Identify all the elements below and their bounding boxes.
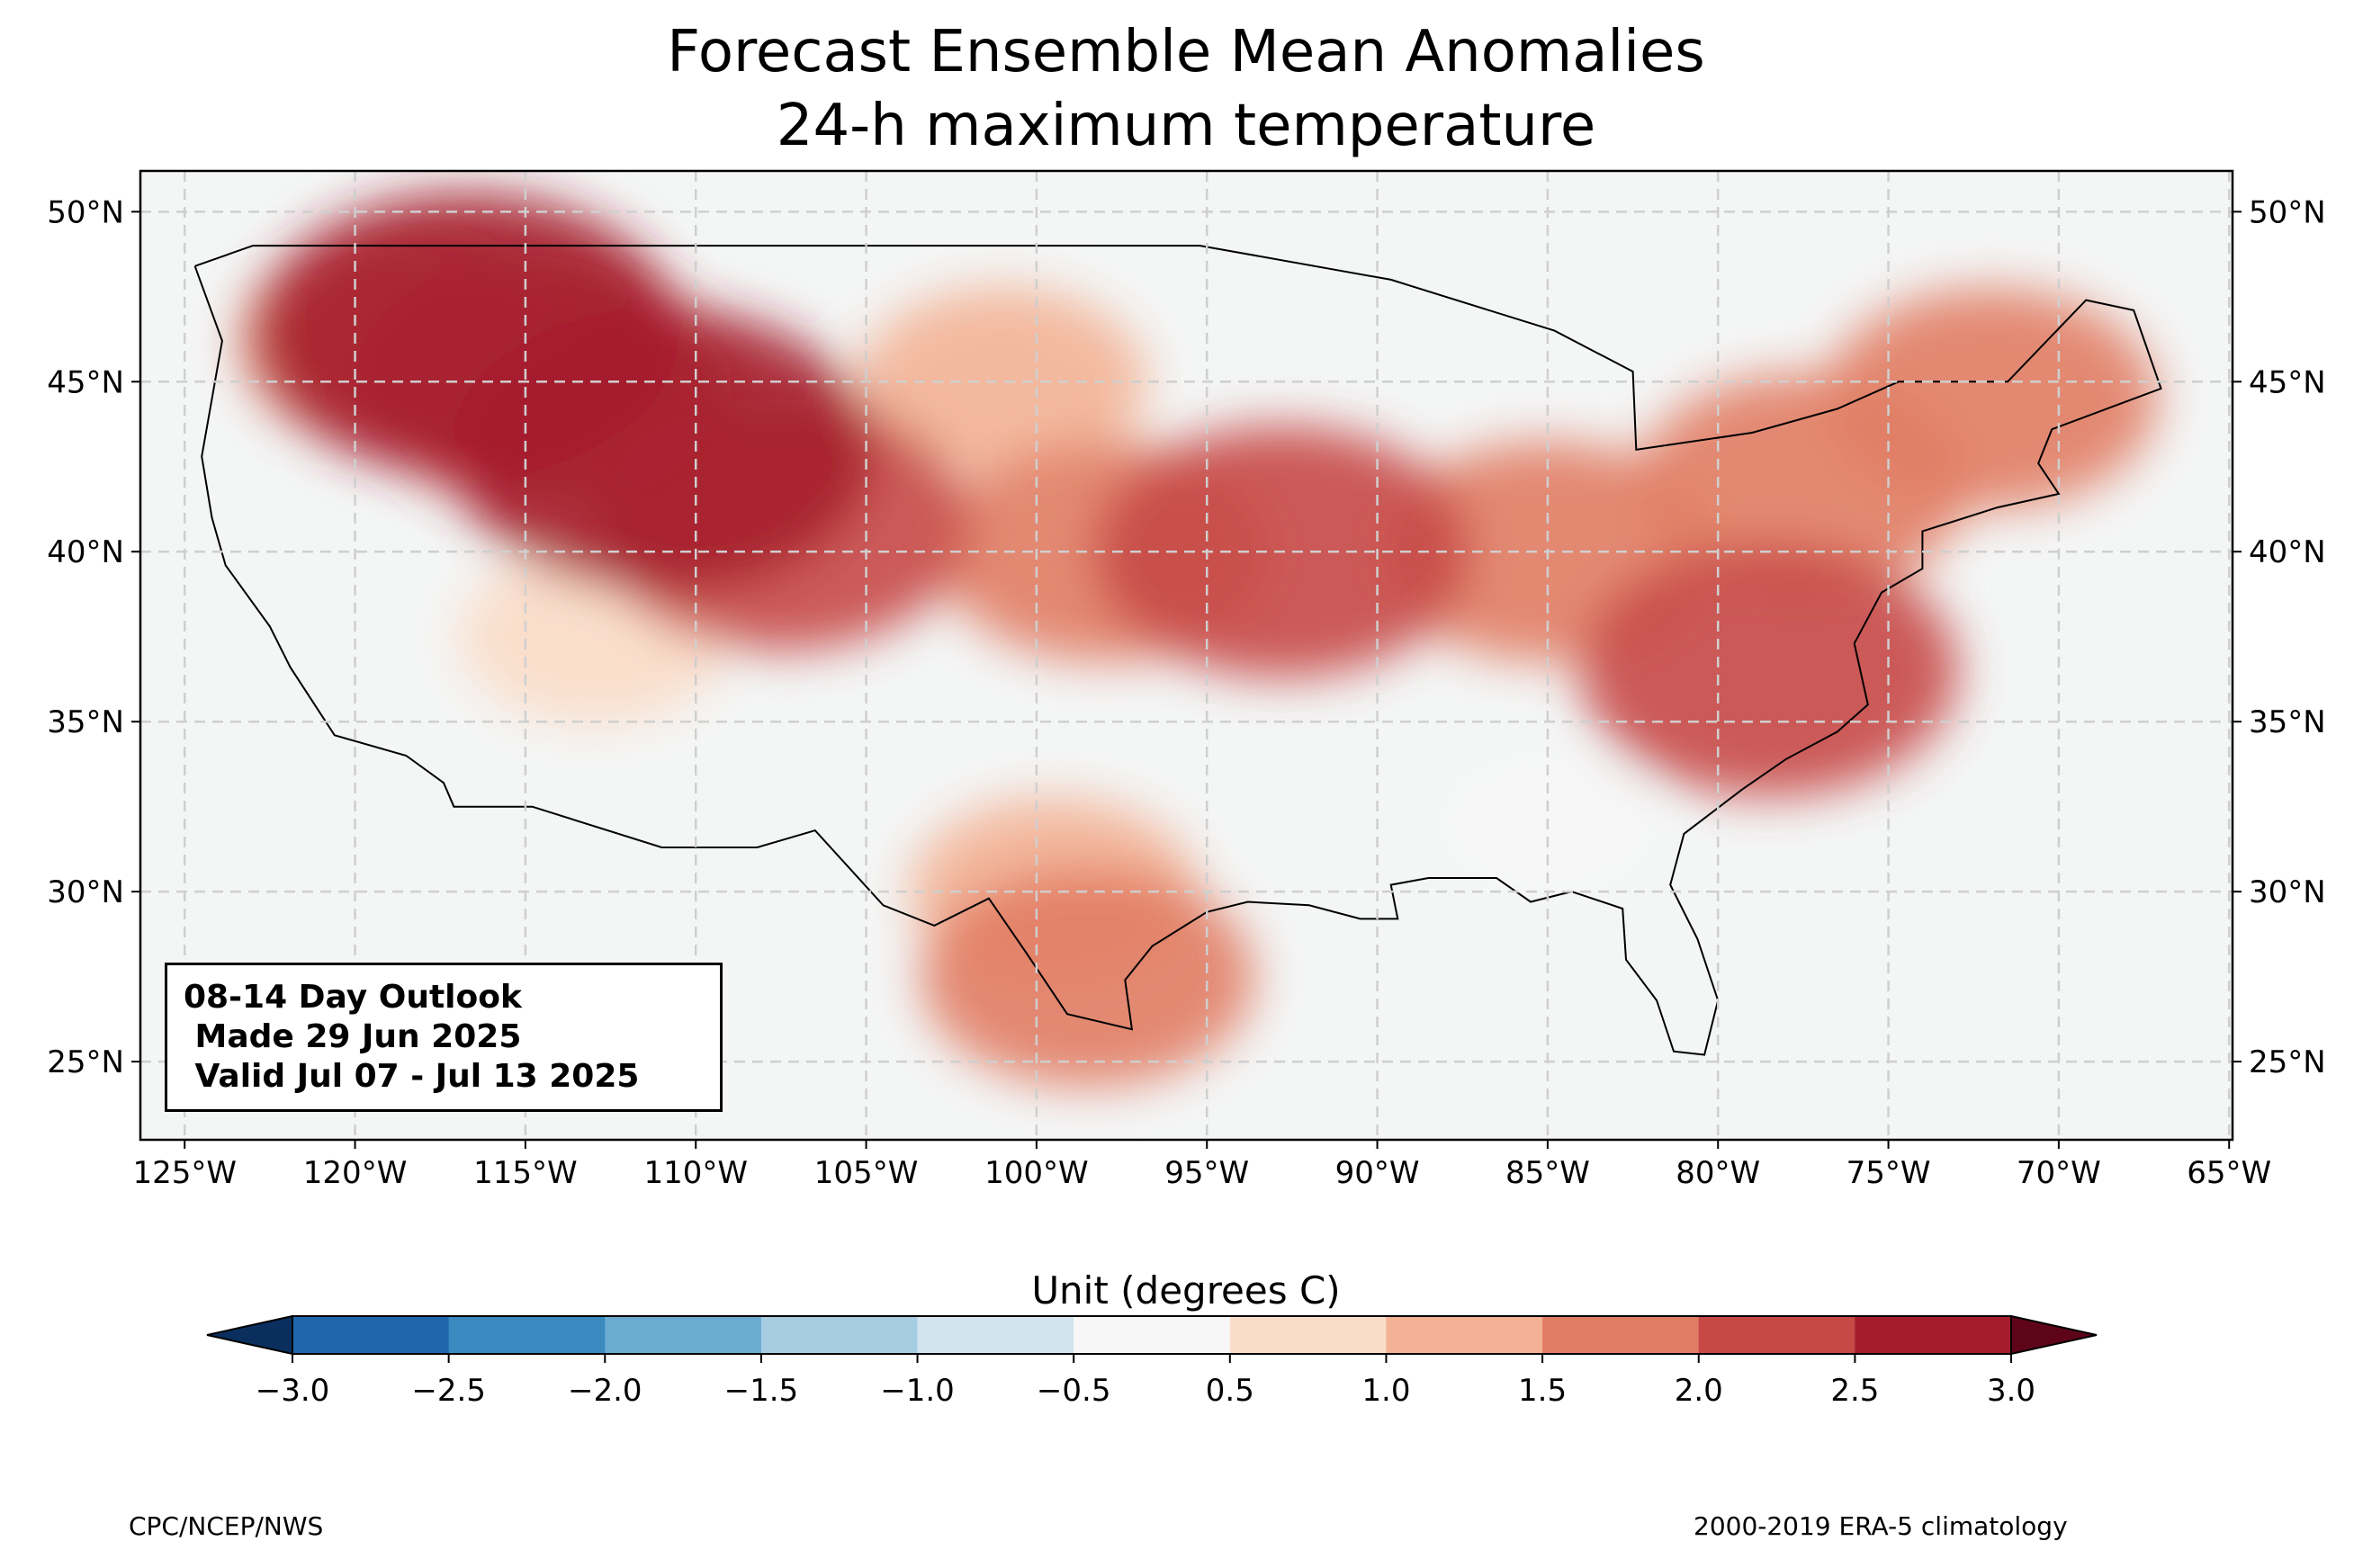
anomaly-region <box>450 308 874 592</box>
lon-tick-label: 65°W <box>2187 1155 2271 1191</box>
colorbar-tick-label: −1.0 <box>880 1373 955 1409</box>
anomaly-region <box>858 287 1147 477</box>
lon-tick-label: 95°W <box>1164 1155 1249 1191</box>
colorbar-segment <box>1229 1316 1387 1354</box>
lon-tick-label: 110°W <box>643 1155 748 1191</box>
colorbar-segment <box>1386 1316 1543 1354</box>
outlook-info-box: 08-14 Day Outlook Made 29 Jun 2025 Valid… <box>165 963 723 1112</box>
lat-tick-label-left: 30°N <box>47 874 124 910</box>
map-frame <box>139 169 2234 1142</box>
colorbar-frame <box>292 1315 2012 1355</box>
colorbar-segment <box>917 1316 1074 1354</box>
anomaly-region <box>1580 544 1959 797</box>
colorbar-tick-label: 1.0 <box>1361 1373 1410 1409</box>
colorbar-label: Unit (degrees C) <box>1031 1268 1341 1313</box>
colorbar-tick-label: 0.5 <box>1206 1373 1254 1409</box>
lat-tick-label-right: 25°N <box>2249 1044 2326 1080</box>
colorbar-tick-label: 1.5 <box>1518 1373 1567 1409</box>
lon-tick-label: 105°W <box>814 1155 919 1191</box>
colorbar-segment <box>1074 1316 1231 1354</box>
coastlines <box>193 245 2162 1056</box>
colorbar-segment <box>760 1316 919 1354</box>
lon-tick-label: 85°W <box>1505 1155 1590 1191</box>
lon-tick-label: 70°W <box>2017 1155 2101 1191</box>
lat-tick-label-right: 50°N <box>2249 194 2326 230</box>
colorbar-tick-label: −1.5 <box>724 1373 799 1409</box>
lat-tick-label-right: 45°N <box>2249 364 2326 400</box>
lat-tick-label-left: 40°N <box>47 534 124 570</box>
lat-tick-label-left: 25°N <box>47 1044 124 1080</box>
lat-tick-label-left: 50°N <box>47 194 124 230</box>
colorbar-under-arrow <box>206 1314 293 1356</box>
outlook-period: 08-14 Day Outlook <box>184 979 522 1016</box>
colorbar-segment <box>1542 1316 1700 1354</box>
outlook-valid-dates: Valid Jul 07 - Jul 13 2025 <box>184 1058 640 1095</box>
lon-tick-label: 115°W <box>473 1155 578 1191</box>
us-outline <box>193 245 2162 1056</box>
lon-tick-label: 120°W <box>303 1155 408 1191</box>
chart-subtitle: 24-h maximum temperature <box>776 93 1596 159</box>
colorbar-segment <box>292 1316 450 1354</box>
lon-tick-label: 75°W <box>1846 1155 1931 1191</box>
lat-tick-label-left: 35°N <box>47 704 124 740</box>
lon-tick-label: 125°W <box>132 1155 237 1191</box>
outlook-made-date: Made 29 Jun 2025 <box>184 1018 522 1055</box>
colorbar-tick-label: 2.0 <box>1675 1373 1723 1409</box>
colorbar-segment <box>605 1316 762 1354</box>
colorbar-over-arrow <box>2010 1314 2098 1356</box>
colorbar-segment <box>1698 1316 1855 1354</box>
colorbar-tick-label: −2.5 <box>411 1373 486 1409</box>
colorbar-segment <box>1855 1316 2012 1354</box>
lat-tick-label-right: 35°N <box>2249 704 2326 740</box>
colorbar-segment <box>448 1316 606 1354</box>
axis-ticks: 125°W 120°W 115°W 110°W 105°W 100°W 95°W 90°W 85… <box>47 194 2325 1191</box>
colorbar-tick-label: −0.5 <box>1037 1373 1111 1409</box>
lon-tick-label: 80°W <box>1676 1155 1760 1191</box>
lat-tick-label-right: 30°N <box>2249 874 2326 910</box>
colorbar-tick-label: −3.0 <box>256 1373 330 1409</box>
colorbar-tick-label: 3.0 <box>1987 1373 2035 1409</box>
colorbar-tick-label: 2.5 <box>1830 1373 1879 1409</box>
anomaly-region <box>921 866 1254 1088</box>
lon-tick-label: 100°W <box>984 1155 1089 1191</box>
lat-tick-label-right: 40°N <box>2249 534 2326 570</box>
colorbar-tick-label: −2.0 <box>568 1373 642 1409</box>
chart-title: Forecast Ensemble Mean Anomalies <box>667 19 1705 85</box>
credit-right: 2000-2019 ERA-5 climatology <box>1694 1511 2068 1541</box>
lon-tick-label: 90°W <box>1335 1155 1420 1191</box>
credit-left: CPC/NCEP/NWS <box>129 1511 324 1541</box>
lat-tick-label-left: 45°N <box>47 364 124 400</box>
anomaly-region <box>1824 288 2158 509</box>
colorbar: −3.0 −2.5 −2.0 −1.5 −1.0 −0.5 0.5 1.0 1.5 2.0 2.5 3… <box>206 1314 2098 1409</box>
